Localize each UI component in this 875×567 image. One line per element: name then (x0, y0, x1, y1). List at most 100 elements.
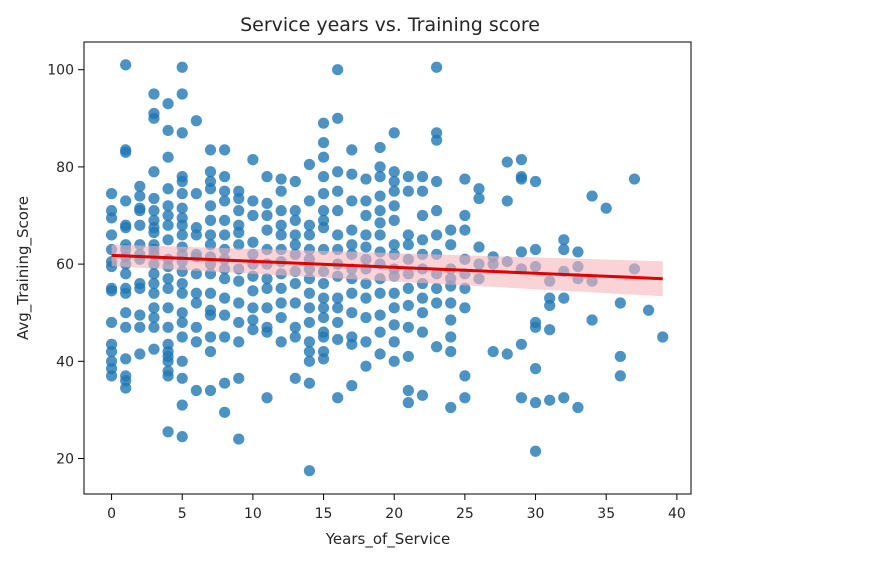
data-point (416, 209, 429, 222)
data-point (148, 112, 160, 124)
data-point (614, 297, 626, 309)
data-point (303, 195, 316, 207)
data-point (317, 151, 330, 163)
data-point (346, 239, 358, 251)
data-point (388, 302, 400, 314)
data-point (233, 239, 245, 251)
data-point (402, 384, 414, 397)
data-point (388, 214, 400, 226)
data-point (289, 297, 301, 309)
data-point (261, 209, 273, 222)
data-point (148, 302, 160, 314)
data-point (388, 200, 400, 212)
data-point (105, 370, 118, 382)
x-tick-label: 30 (527, 506, 545, 522)
data-point (219, 185, 231, 197)
data-point (190, 336, 202, 348)
data-point (346, 307, 358, 319)
data-point (374, 326, 386, 338)
x-tick-label: 35 (597, 506, 615, 522)
data-point (176, 127, 188, 139)
data-point (176, 372, 188, 384)
data-point (346, 287, 358, 299)
data-point (176, 355, 188, 367)
data-point (445, 331, 457, 343)
data-point (346, 224, 358, 236)
data-point (148, 343, 160, 355)
data-point (176, 431, 188, 443)
data-point (134, 205, 146, 217)
data-point (219, 229, 231, 241)
data-point (374, 161, 386, 173)
data-point (176, 88, 188, 100)
data-point (332, 166, 344, 178)
data-point (303, 465, 316, 477)
data-point (204, 166, 217, 178)
data-point (388, 127, 400, 139)
data-point (105, 212, 118, 224)
data-point (416, 307, 429, 319)
data-point (416, 292, 429, 304)
x-tick-label: 5 (178, 506, 187, 522)
y-tick-label: 60 (56, 257, 74, 273)
data-point (303, 302, 316, 314)
data-point (402, 299, 414, 312)
data-point (332, 316, 344, 329)
data-point (162, 200, 174, 212)
data-point (529, 175, 542, 188)
y-tick-label: 20 (56, 452, 74, 468)
data-point (317, 222, 330, 234)
data-point (275, 297, 287, 309)
data-point (162, 219, 174, 231)
data-point (233, 316, 245, 329)
data-point (374, 190, 386, 202)
data-point (275, 219, 287, 231)
data-point (431, 282, 443, 295)
data-point (275, 173, 287, 185)
data-point (204, 144, 217, 156)
data-point (317, 171, 330, 183)
data-point (204, 229, 217, 241)
data-point (473, 241, 485, 253)
data-point (275, 185, 287, 197)
data-point (148, 192, 160, 205)
data-point (204, 287, 217, 299)
data-point (402, 229, 414, 241)
data-point (233, 226, 245, 239)
data-point (105, 316, 118, 329)
data-point (416, 171, 429, 183)
data-point (317, 311, 330, 324)
data-point (134, 282, 146, 295)
data-point (162, 282, 174, 295)
data-point (289, 239, 301, 251)
x-tick-label: 10 (244, 506, 262, 522)
data-point (459, 392, 471, 404)
data-point (346, 168, 358, 180)
data-point (233, 433, 245, 445)
data-point (148, 166, 160, 178)
data-point (431, 205, 443, 217)
data-point (219, 377, 231, 389)
data-point (317, 292, 330, 304)
data-point (162, 234, 174, 246)
data-point (148, 277, 160, 290)
data-point (643, 304, 655, 316)
data-point (332, 112, 344, 124)
data-point (445, 224, 457, 236)
data-point (148, 88, 160, 100)
data-point (614, 370, 626, 382)
data-point (332, 229, 344, 241)
data-point (459, 224, 471, 236)
data-point (176, 175, 188, 188)
x-tick-label: 15 (315, 506, 333, 522)
data-point (317, 353, 330, 365)
data-point (317, 205, 330, 217)
data-point (105, 188, 118, 200)
data-point (360, 292, 372, 304)
data-point (120, 146, 132, 158)
data-point (600, 202, 612, 214)
data-point (374, 171, 386, 183)
data-point (317, 277, 330, 290)
data-point (416, 185, 429, 197)
